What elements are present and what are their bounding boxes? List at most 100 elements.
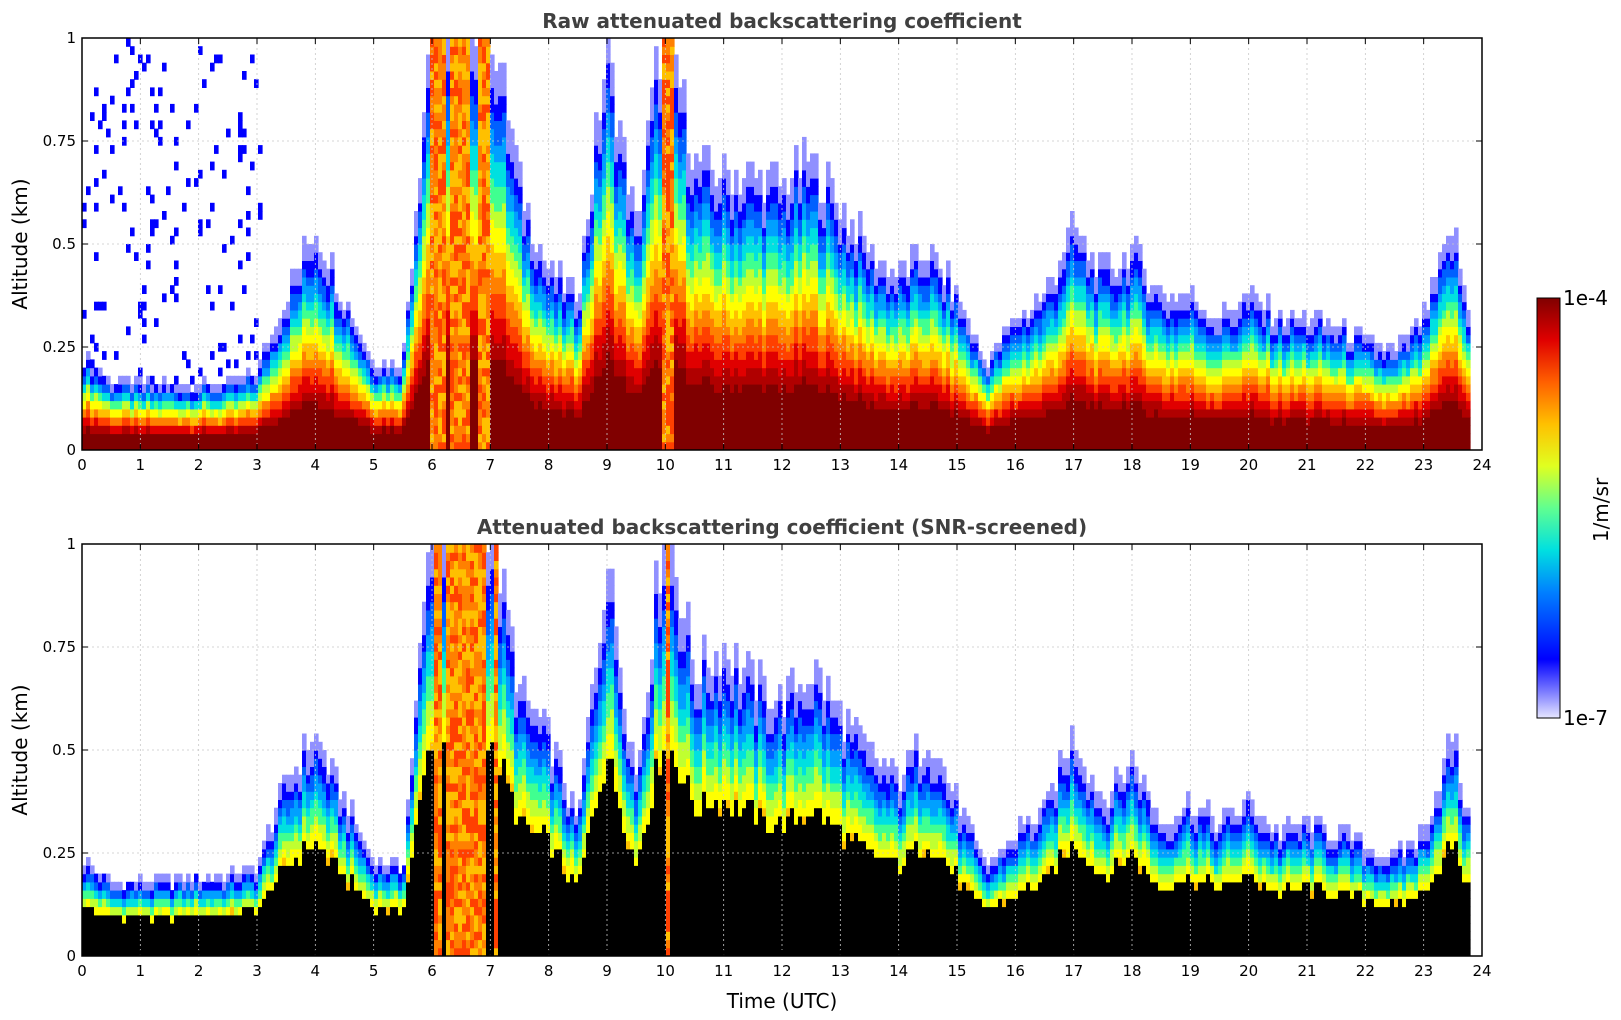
heatmap-cell xyxy=(658,136,663,146)
heatmap-cell xyxy=(450,112,455,121)
heatmap-cell xyxy=(410,359,415,369)
heatmap-cell xyxy=(698,268,703,278)
heatmap-cell xyxy=(642,260,647,270)
heatmap-cell xyxy=(610,408,615,418)
heatmap-cell xyxy=(354,375,359,385)
heatmap-cell xyxy=(574,359,579,369)
heatmap-cell xyxy=(454,178,459,187)
heatmap-cell xyxy=(586,293,591,303)
heatmap-cell xyxy=(470,260,475,270)
heatmap-cell xyxy=(510,326,515,336)
heatmap-cell xyxy=(714,375,719,385)
heatmap-cell xyxy=(686,425,691,435)
heatmap-cell xyxy=(442,433,447,443)
heatmap-cell xyxy=(274,367,279,377)
heatmap-cell xyxy=(490,318,495,327)
heatmap-cell xyxy=(606,252,611,261)
heatmap-cell xyxy=(442,235,447,245)
heatmap-cell xyxy=(686,441,691,450)
heatmap-cell xyxy=(662,375,667,385)
heatmap-cell xyxy=(650,219,655,229)
heatmap-cell xyxy=(454,219,459,229)
heatmap-cell xyxy=(618,227,623,237)
heatmap-cell xyxy=(590,244,595,253)
heatmap-cell xyxy=(758,351,763,360)
heatmap-cell xyxy=(318,392,323,402)
heatmap-cell xyxy=(662,342,667,352)
heatmap-cell xyxy=(210,425,215,435)
heatmap-cell xyxy=(502,309,507,319)
heatmap-cell xyxy=(354,334,359,344)
heatmap-cell xyxy=(418,425,423,435)
heatmap-cell xyxy=(814,318,819,327)
heatmap-cell xyxy=(806,301,811,311)
heatmap-cell xyxy=(466,87,471,97)
heatmap-cell xyxy=(562,301,567,311)
heatmap-cell xyxy=(450,120,455,130)
heatmap-cell xyxy=(634,301,639,311)
heatmap-cell xyxy=(434,95,439,105)
heatmap-cell xyxy=(522,219,527,229)
heatmap-cell xyxy=(434,309,439,319)
heatmap-cell xyxy=(462,227,467,237)
heatmap-cell xyxy=(314,309,319,319)
heatmap-cell xyxy=(642,202,647,212)
heatmap-cell xyxy=(790,178,795,187)
heatmap-cell xyxy=(590,235,595,245)
heatmap-cell xyxy=(326,326,331,336)
heatmap-cell xyxy=(450,285,455,294)
heatmap-cell xyxy=(506,326,511,336)
heatmap-cell xyxy=(526,392,531,402)
heatmap-cell xyxy=(542,334,547,344)
heatmap-cell xyxy=(610,301,615,311)
heatmap-cell xyxy=(602,392,607,402)
heatmap-cell xyxy=(610,417,615,426)
heatmap-cell xyxy=(730,194,735,204)
heatmap-cell xyxy=(478,87,483,97)
heatmap-cell xyxy=(718,417,723,426)
heatmap-cell xyxy=(606,169,611,179)
heatmap-cell xyxy=(302,244,307,253)
heatmap-cell xyxy=(738,334,743,344)
heatmap-cell xyxy=(626,408,631,418)
heatmap-cell xyxy=(494,128,499,138)
heatmap-cell xyxy=(546,375,551,385)
heatmap-cell xyxy=(114,54,119,64)
heatmap-cell xyxy=(394,441,399,450)
heatmap-cell xyxy=(470,186,475,196)
heatmap-cell xyxy=(822,334,827,344)
heatmap-cell xyxy=(434,285,439,294)
heatmap-cell xyxy=(614,277,619,286)
heatmap-cell xyxy=(686,392,691,402)
heatmap-cell xyxy=(770,301,775,311)
heatmap-cell xyxy=(90,112,95,121)
heatmap-cell xyxy=(338,359,343,369)
heatmap-cell xyxy=(466,293,471,303)
heatmap-cell xyxy=(230,392,235,402)
heatmap-cell xyxy=(686,318,691,327)
heatmap-cell xyxy=(526,384,531,393)
heatmap-cell xyxy=(278,417,283,426)
heatmap-cell xyxy=(742,277,747,286)
heatmap-cell xyxy=(714,244,719,253)
heatmap-cell xyxy=(674,425,679,435)
heatmap-cell xyxy=(750,334,755,344)
heatmap-cell xyxy=(622,367,627,377)
heatmap-cell xyxy=(782,202,787,212)
heatmap-cell xyxy=(690,219,695,229)
heatmap-cell xyxy=(322,268,327,278)
heatmap-cell xyxy=(778,433,783,443)
heatmap-cell xyxy=(458,392,463,402)
heatmap-cell xyxy=(438,318,443,327)
heatmap-cell xyxy=(802,194,807,204)
heatmap-cell xyxy=(510,145,515,154)
heatmap-cell xyxy=(694,178,699,187)
heatmap-cell xyxy=(394,384,399,393)
heatmap-cell xyxy=(350,417,355,426)
heatmap-cell xyxy=(326,268,331,278)
heatmap-cell xyxy=(686,219,691,229)
heatmap-cell xyxy=(810,202,815,212)
heatmap-cell xyxy=(770,227,775,237)
heatmap-cell xyxy=(766,244,771,253)
heatmap-cell xyxy=(814,384,819,393)
